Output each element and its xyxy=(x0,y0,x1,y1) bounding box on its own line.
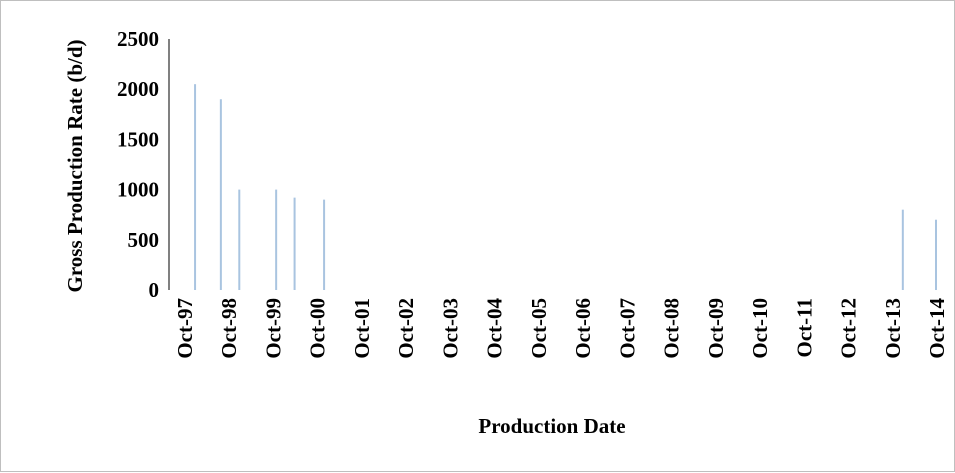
x-tick-label: Oct-01 xyxy=(350,298,374,359)
x-axis-title: Production Date xyxy=(478,414,625,438)
y-tick-labels: 0 500 1000 1500 2000 2500 xyxy=(117,27,159,302)
x-tick-label: Oct-10 xyxy=(748,298,772,359)
y-tick-label: 2000 xyxy=(117,77,159,101)
x-tick-label: Oct-06 xyxy=(571,298,595,359)
x-tick-label: Oct-08 xyxy=(660,298,684,359)
x-tick-label: Oct-09 xyxy=(704,298,728,359)
x-tick-labels: Oct-97 Oct-98 Oct-99 Oct-00 Oct-01 Oct-02 Oct-… xyxy=(173,298,949,359)
x-tick-label: Oct-11 xyxy=(792,298,816,357)
bar xyxy=(275,189,278,290)
x-tick-label: Oct-99 xyxy=(261,298,285,359)
x-tick-label: Oct-13 xyxy=(881,298,905,359)
x-tick-label: Oct-05 xyxy=(527,298,551,359)
y-axis-title: Gross Production Rate (b/d) xyxy=(63,40,87,293)
x-tick-label: Oct-00 xyxy=(306,298,330,359)
bar xyxy=(323,199,326,290)
y-tick-label: 500 xyxy=(128,228,160,252)
y-tick-label: 1500 xyxy=(117,127,159,151)
bar xyxy=(194,84,197,291)
x-tick-label: Oct-97 xyxy=(173,298,197,359)
x-tick-label: Oct-03 xyxy=(438,298,462,359)
x-tick-label: Oct-14 xyxy=(925,298,949,359)
x-tick-label: Oct-02 xyxy=(394,298,418,359)
x-tick-label: Oct-04 xyxy=(483,298,507,359)
bar xyxy=(293,197,296,290)
x-tick-label: Oct-12 xyxy=(837,298,861,359)
bar xyxy=(901,209,904,290)
y-tick-label: 1000 xyxy=(117,178,159,202)
bar xyxy=(219,99,222,291)
y-tick-label: 2500 xyxy=(117,27,159,51)
x-tick-label: Oct-98 xyxy=(217,298,241,359)
bars-layer xyxy=(194,84,937,291)
y-tick-label: 0 xyxy=(149,278,160,302)
bar xyxy=(935,219,937,290)
x-tick-label: Oct-07 xyxy=(615,298,639,359)
bar xyxy=(238,189,241,290)
